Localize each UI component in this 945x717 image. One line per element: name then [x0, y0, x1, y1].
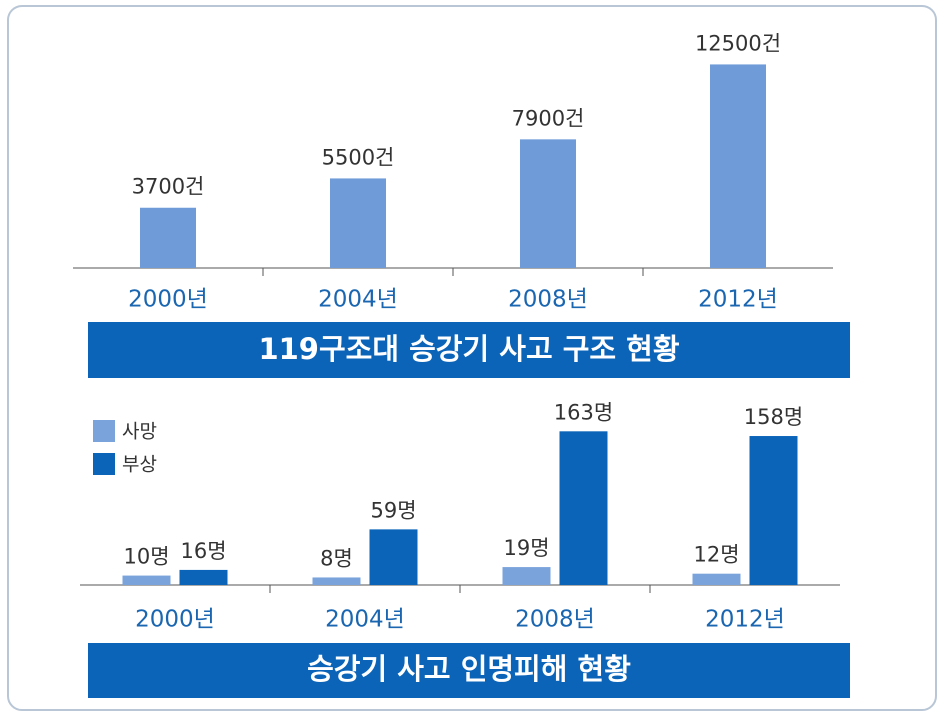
data-label: 163명: [554, 400, 613, 424]
data-label: 19명: [503, 536, 549, 560]
bar: [520, 139, 576, 268]
title-banner: [88, 322, 850, 378]
x-tick-label: 2004년: [318, 287, 398, 313]
bar: [330, 178, 386, 268]
legend-swatch: [93, 453, 115, 475]
bar: [122, 575, 171, 585]
x-tick-label: 2000년: [128, 287, 208, 313]
bar: [559, 431, 608, 585]
data-label: 7900건: [512, 106, 585, 130]
title-banner: [88, 643, 850, 698]
x-tick-label: 2000년: [135, 607, 215, 633]
x-tick-label: 2004년: [325, 607, 405, 633]
bar: [692, 573, 741, 585]
x-tick-label: 2008년: [508, 287, 588, 313]
bar: [749, 436, 798, 585]
legend-label: 부상: [122, 454, 157, 476]
data-label: 3700건: [132, 175, 205, 199]
x-tick-label: 2008년: [515, 607, 595, 633]
bar: [369, 529, 418, 585]
data-label: 12명: [693, 543, 739, 567]
legend-label: 사망: [122, 421, 157, 443]
chart-title: 승강기 사고 인명피해 현황: [307, 652, 631, 686]
data-label: 5500건: [322, 145, 395, 169]
data-label: 8명: [320, 546, 353, 570]
bar: [140, 207, 196, 268]
data-label: 12500건: [695, 31, 781, 55]
bar: [502, 567, 551, 585]
x-tick-label: 2012년: [698, 287, 778, 313]
x-tick-label: 2012년: [705, 607, 785, 633]
bar: [710, 64, 766, 268]
data-label: 10명: [123, 545, 169, 569]
legend-swatch: [93, 420, 115, 442]
bar: [312, 577, 361, 585]
bar: [179, 569, 228, 585]
data-label: 16명: [180, 539, 226, 563]
data-label: 59명: [370, 498, 416, 522]
chart-title: 119구조대 승강기 사고 구조 현황: [258, 332, 679, 366]
data-label: 158명: [744, 405, 803, 429]
